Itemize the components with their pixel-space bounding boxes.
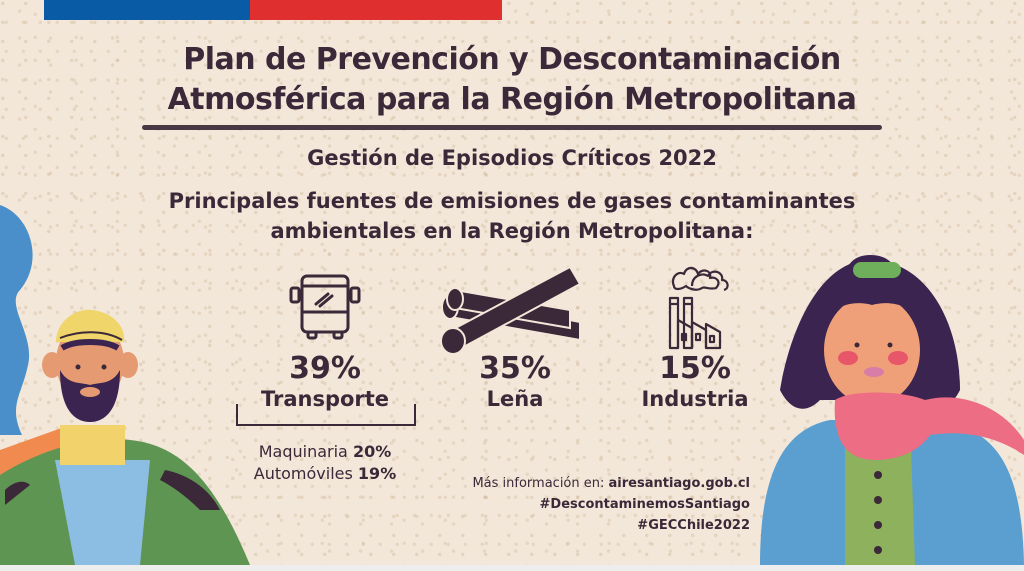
flag-blue-bar	[44, 0, 250, 20]
breakdown-percent: 20%	[352, 442, 392, 461]
breakdown-automoviles: Automóviles 19%	[230, 463, 420, 485]
blue-wave-decoration	[0, 205, 33, 435]
stat-label: Leña	[486, 387, 544, 411]
website-link[interactable]: airesantiago.gob.cl	[608, 476, 750, 491]
stat-transporte: 39% Transporte	[230, 352, 420, 412]
stat-label: Industria	[641, 387, 749, 411]
transport-bracket	[236, 404, 416, 426]
breakdown-label: Maquinaria	[258, 442, 348, 461]
flag-red-bar	[250, 0, 502, 20]
man-illustration	[0, 309, 250, 565]
page-title-line-1: Plan de Prevención y Descontaminación	[183, 42, 841, 77]
breakdown-maquinaria: Maquinaria 20%	[230, 441, 420, 463]
description-line-2: ambientales en la Región Metropolitana:	[270, 219, 754, 243]
hashtag-gecchile: #GECChile2022	[637, 518, 750, 533]
subtitle: Gestión de Episodios Críticos 2022	[307, 146, 717, 170]
stat-label: Transporte	[260, 387, 390, 411]
stat-percent: 39%	[289, 351, 361, 386]
firewood-icon	[440, 265, 582, 355]
bus-icon	[289, 274, 361, 340]
stat-percent: 15%	[659, 351, 731, 386]
stat-percent: 35%	[479, 351, 551, 386]
stat-lena: 35% Leña	[430, 352, 600, 412]
hashtag-descontaminemos: #DescontaminemosSantiago	[539, 497, 750, 512]
description-line-1: Principales fuentes de emisiones de gase…	[168, 189, 856, 213]
more-info-line: Más información en: airesantiago.gob.cl	[472, 473, 750, 494]
title-underline	[142, 125, 882, 130]
woman-illustration	[760, 255, 1024, 565]
page-title-line-2: Atmosférica para la Región Metropolitana	[167, 82, 857, 117]
breakdown-percent: 19%	[357, 464, 397, 483]
factory-icon	[668, 266, 729, 350]
bottom-strip	[0, 565, 1024, 571]
more-info-prefix: Más información en:	[472, 476, 609, 491]
stat-industria: 15% Industria	[615, 352, 775, 412]
breakdown-label: Automóviles	[253, 464, 353, 483]
